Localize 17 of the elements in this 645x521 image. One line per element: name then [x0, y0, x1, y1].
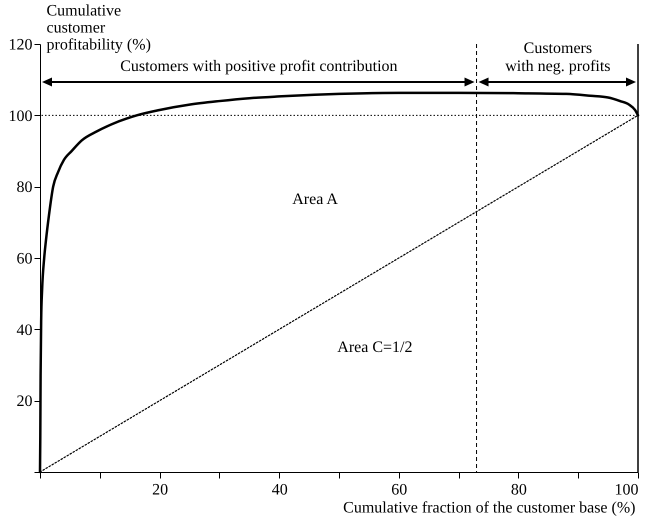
x-tick-label: 60 [391, 482, 408, 498]
x-tick-label: 20 [152, 482, 168, 498]
y-tick-label: 40 [16, 322, 32, 339]
x-tick-label: 100 [614, 482, 638, 498]
y-tick-label: 100 [8, 108, 32, 125]
annotation: Customers with neg. profits [505, 40, 611, 75]
x-tick-label: 40 [272, 482, 288, 498]
y-tick-label: 80 [16, 179, 32, 196]
x-tick-label: 80 [510, 482, 527, 498]
y-axis-title: Cumulative customer profitability (%) [46, 2, 151, 54]
y-tick-label: 120 [8, 36, 32, 54]
x-axis-title: Cumulative fraction of the customer base (%) [343, 500, 636, 516]
annotation: Area A [292, 191, 338, 208]
y-tick-label: 60 [16, 250, 32, 268]
annotation: Customers with positive profit contribution [120, 58, 398, 75]
annotation: Area C=1/2 [337, 339, 412, 356]
y-tick-label: 20 [16, 393, 32, 410]
